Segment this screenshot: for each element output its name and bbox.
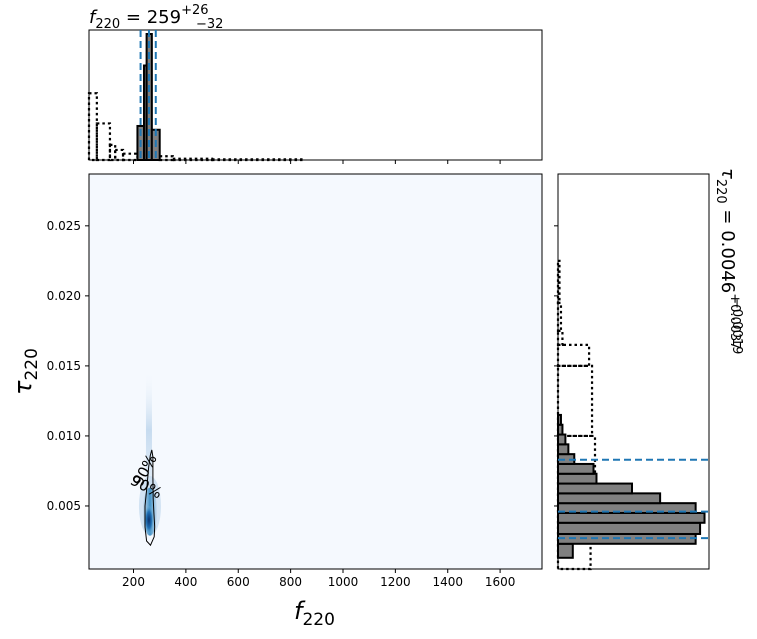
top-x-ticks: [133, 160, 501, 164]
prior-step-right: [556, 301, 563, 332]
prior-step-right: [556, 329, 564, 346]
top-title-sub: 220: [95, 17, 120, 32]
right-y-ticks: [554, 225, 558, 507]
x-tick-label: 600: [227, 575, 250, 589]
prior-step-top: [87, 92, 98, 162]
y-tick-label: 0.005: [47, 499, 81, 513]
top-title-value: 259: [147, 7, 181, 28]
right-title-low: −0.0019: [729, 298, 744, 354]
right-quantile-lines: [558, 458, 709, 540]
y-tick-label: 0.010: [47, 429, 81, 443]
right-title-symbol: τ: [717, 168, 738, 179]
top-title-sup: +26: [181, 3, 208, 18]
top-title-equals: =: [120, 7, 147, 28]
prior-step-top: [95, 122, 112, 162]
x-tick-label: 400: [174, 575, 197, 589]
right-title-sub: 220: [713, 179, 728, 204]
posterior-bar-right: [557, 462, 595, 475]
top-prior-curve: [87, 92, 305, 162]
right-title: τ220 = 0.0046+0.0037: [713, 168, 742, 350]
density-streak: [145, 372, 152, 499]
posterior-bar-right: [557, 521, 702, 535]
posterior-bar-right: [557, 472, 598, 485]
y-tick-label: 0.025: [47, 219, 81, 233]
y-axis-label-sub: 220: [22, 348, 42, 380]
x-axis-label: f220: [294, 597, 335, 630]
posterior-bar-right: [557, 413, 562, 426]
joint-x-axis: 200 400 600 800 1000 1200 1400 1600: [122, 569, 515, 589]
contour-90: [144, 449, 156, 547]
posterior-bar-right: [557, 443, 570, 456]
posterior-bar-right: [557, 423, 564, 436]
joint-frame: [88, 173, 543, 570]
joint-y-axis: 0.005 0.010 0.015 0.020 0.025: [47, 219, 89, 513]
prior-step-right: [556, 259, 561, 304]
y-tick-label: 0.020: [47, 289, 81, 303]
joint-panel: 90% 90% 200 400 600 800 1000 1200 1400 1600 0.0…: [9, 173, 543, 630]
prior-step-top: [210, 158, 305, 162]
prior-step-right: [556, 343, 591, 367]
posterior-bar-right: [557, 433, 567, 446]
top-title-low: −32: [196, 17, 223, 32]
y-axis-label: τ220: [9, 348, 42, 395]
x-tick-label: 200: [122, 575, 145, 589]
top-marginal-panel: f220 = 259+26 −32: [87, 3, 543, 164]
y-tick-label: 0.015: [47, 359, 81, 373]
x-tick-label: 1000: [328, 575, 359, 589]
joint-density-background: [89, 174, 542, 569]
top-title-symbol: f: [89, 7, 98, 28]
x-tick-label: 1400: [432, 575, 463, 589]
right-title-value: 0.0046: [717, 230, 738, 293]
prior-step-top: [158, 155, 174, 162]
joint-density: [138, 372, 161, 536]
posterior-bar-right: [557, 492, 662, 505]
top-marginal-frame: [88, 29, 543, 161]
posterior-bar-right: [557, 511, 706, 524]
y-axis-label-symbol: τ: [9, 380, 37, 395]
right-title-sup: +0.0037: [727, 293, 742, 349]
right-title-equals: =: [717, 204, 738, 231]
posterior-bar-right: [557, 542, 574, 559]
top-title: f220 = 259+26: [89, 3, 209, 32]
x-axis-label-sub: 220: [302, 610, 334, 630]
x-tick-label: 1200: [380, 575, 411, 589]
posterior-bar-right: [557, 482, 633, 495]
right-marginal-panel: τ220 = 0.0046+0.0037 −0.0019: [554, 168, 744, 571]
x-tick-label: 800: [279, 575, 302, 589]
density-core: [144, 505, 154, 534]
x-tick-label: 1600: [485, 575, 516, 589]
